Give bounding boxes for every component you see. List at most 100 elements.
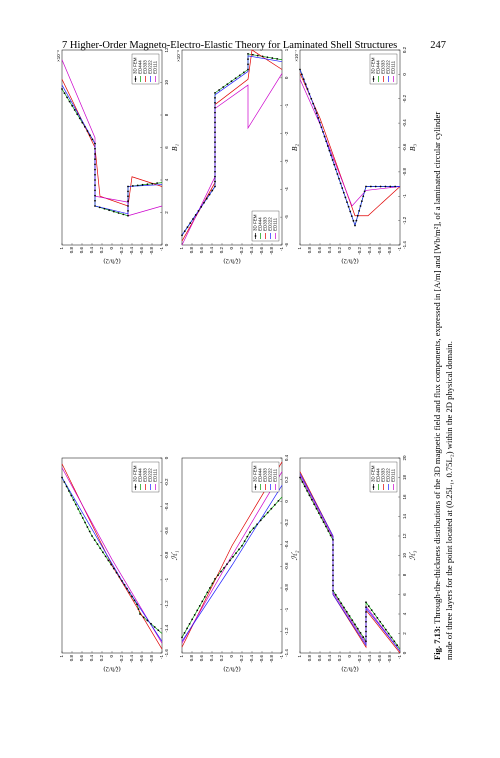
- fem-dot: [299, 476, 301, 479]
- curve: [61, 79, 163, 207]
- fem-dot: [322, 131, 324, 133]
- x-tick-label: -0.4: [164, 502, 169, 510]
- x-tick-label: 14: [402, 514, 407, 520]
- fem-dot: [341, 187, 344, 189]
- x-tick-label: -0.4: [284, 540, 289, 548]
- fem-dot: [241, 544, 243, 547]
- fem-dot: [98, 206, 101, 209]
- x-tick-label: -0.8: [402, 168, 407, 176]
- fem-dot: [246, 535, 249, 538]
- legend-label: ED333: [381, 60, 386, 74]
- x-tick-label: -0.4: [402, 119, 407, 127]
- y-tick-label: 0: [347, 247, 352, 250]
- legend-dot: [372, 78, 375, 80]
- y-tick-label: -0.6: [377, 655, 382, 663]
- fem-dot: [214, 131, 216, 134]
- legend-dot: [134, 78, 137, 80]
- y-tick-label: -0.4: [367, 247, 372, 255]
- fem-dot: [194, 214, 197, 216]
- fem-dot: [214, 170, 216, 173]
- y-tick-label: 0.8: [69, 655, 74, 662]
- legend-label: ED444: [376, 60, 381, 74]
- fem-dot: [214, 165, 216, 168]
- fem-dot: [121, 579, 123, 582]
- y-tick-label: -1: [159, 655, 164, 659]
- x-tick-label: 0: [284, 500, 289, 503]
- fem-dot: [365, 185, 367, 188]
- fem-dot: [360, 200, 363, 203]
- fem-dot: [332, 579, 334, 582]
- x-tick-label: -1.2: [402, 216, 407, 224]
- fem-dot: [108, 209, 111, 212]
- fem-dot: [214, 577, 216, 580]
- y-tick-label: 0.8: [69, 247, 74, 254]
- y-tick-label: -0.8: [269, 655, 274, 663]
- x-axis-label: B₂: [290, 144, 299, 152]
- fem-dot: [104, 555, 107, 558]
- x-tick-label: 1: [284, 48, 289, 51]
- axis-exponent: ×10⁻⁸: [176, 50, 181, 62]
- fem-dot: [186, 627, 188, 630]
- fem-dot: [226, 563, 228, 566]
- legend-label: ED222: [148, 60, 153, 74]
- fem-dot: [91, 535, 93, 537]
- y-tick-label: -0.2: [239, 655, 244, 663]
- y-tick-label: 1: [59, 247, 64, 250]
- fem-dot: [370, 609, 373, 611]
- x-axis-label: B₃: [408, 144, 417, 152]
- legend-box: [369, 53, 398, 85]
- x-tick-label: 6: [402, 593, 407, 596]
- fem-dot: [334, 593, 337, 596]
- fem-dot: [110, 563, 112, 566]
- curve: [61, 59, 163, 217]
- legend-label: ED222: [148, 468, 153, 482]
- x-tick-label: 2: [402, 632, 407, 635]
- x-tick-label: 12: [402, 533, 407, 539]
- fem-dot: [209, 586, 211, 589]
- fem-dot: [183, 230, 186, 233]
- fem-dot: [211, 189, 214, 192]
- fem-dot: [71, 104, 74, 107]
- fem-dot: [197, 209, 200, 212]
- fem-dot: [94, 173, 96, 176]
- legend-label: ED111: [273, 468, 278, 482]
- legend-label: 3D FEM: [253, 214, 258, 231]
- legend-dot: [254, 486, 257, 488]
- fem-dot: [214, 156, 216, 158]
- fem-dot: [358, 209, 361, 212]
- fem-dot: [118, 575, 121, 578]
- axis-exponent: ×10⁻⁸: [56, 50, 61, 62]
- fem-dot: [115, 571, 118, 574]
- x-tick-label: -0.6: [284, 562, 289, 570]
- fem-dot: [332, 584, 334, 587]
- fem-dot: [332, 589, 334, 592]
- fem-dot: [211, 582, 214, 585]
- fem-dot: [354, 224, 356, 227]
- fem-dot: [136, 603, 138, 606]
- y-tick-label: -0.6: [139, 247, 144, 255]
- fem-dot: [328, 149, 331, 152]
- fem-dot: [214, 126, 216, 129]
- curve: [299, 473, 401, 652]
- fem-dot: [379, 620, 382, 623]
- fem-dot: [102, 551, 104, 554]
- fem-dot: [153, 626, 156, 628]
- fem-dot: [107, 559, 110, 562]
- fem-dot: [308, 92, 311, 95]
- y-tick-label: 1: [297, 247, 302, 250]
- y-tick-label: -0.2: [357, 655, 362, 663]
- fem-dot: [94, 179, 96, 181]
- y-tick-label: 1: [59, 655, 64, 658]
- fem-dot: [247, 63, 249, 66]
- caption-line: Fig. 7.13: Through-the-thickness distrib…: [432, 112, 442, 660]
- fem-dot: [68, 490, 70, 492]
- fem-dot: [266, 56, 269, 59]
- fem-dot: [96, 543, 99, 546]
- y-tick-label: -0.8: [387, 247, 392, 255]
- fem-dot: [327, 530, 330, 532]
- y-tick-label: -0.6: [259, 655, 264, 663]
- fem-dot: [214, 160, 216, 163]
- fem-dot: [81, 517, 84, 519]
- fem-dot: [214, 106, 216, 109]
- curve: [61, 477, 163, 634]
